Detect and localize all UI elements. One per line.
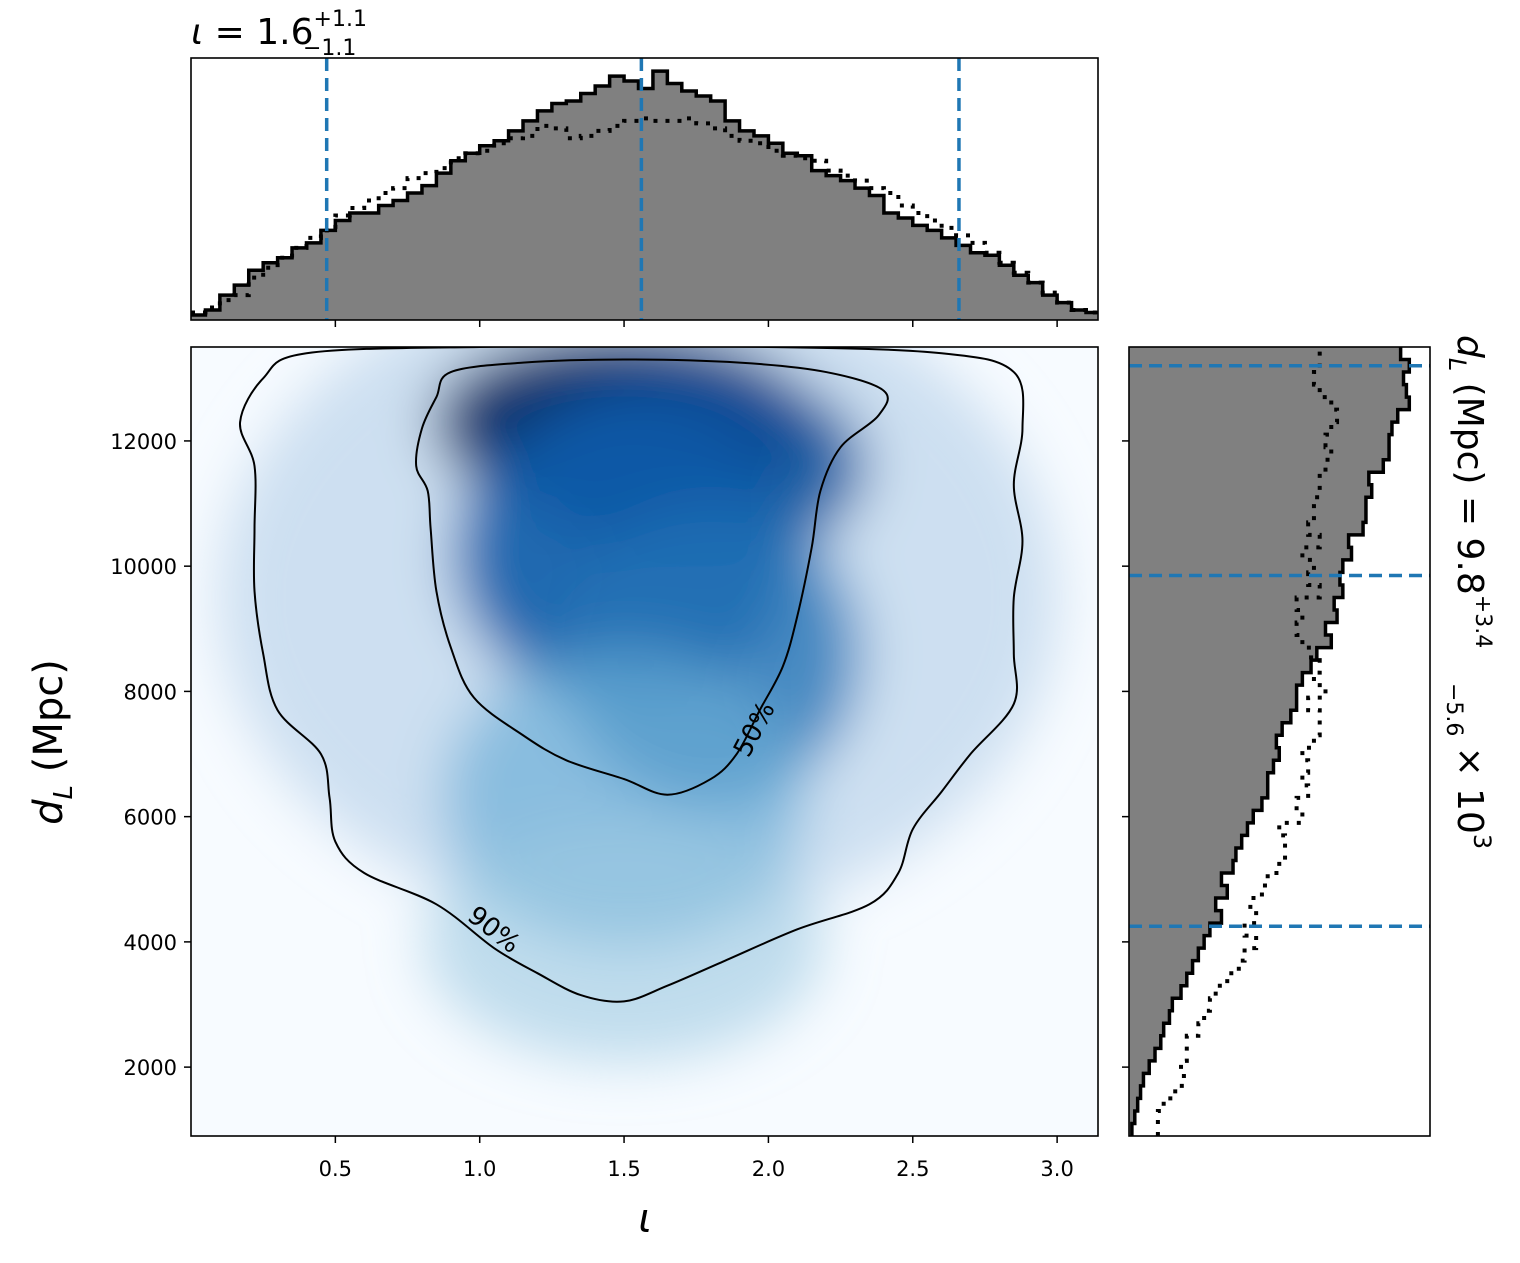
y-tick-label-4: 10000 [110, 555, 177, 579]
y-tick-label-0: 2000 [124, 1056, 177, 1080]
x-tick-label-4: 2.5 [896, 1157, 929, 1181]
main-panel-frame [190, 346, 1099, 1137]
density-heatmap [218, 347, 1059, 1062]
iota-title-param: ι [191, 12, 203, 53]
iota-posterior-fill [191, 71, 1098, 320]
svg-text:dL (Mpc): dL (Mpc) [26, 659, 79, 825]
main-y-ticks: 2000 4000 6000 8000 10000 12000 [110, 430, 191, 1080]
right-panel-frame [1128, 346, 1431, 1137]
main-x-ticks: 0.5 1.0 1.5 2.0 2.5 3.0 [319, 1136, 1074, 1181]
joint-density-panel: 0.5 1.0 1.5 2.0 2.5 3.0 2000 4000 6000 8000 10000… [26, 346, 1099, 1242]
credible-contours [239, 347, 1025, 1003]
x-tick-label-1: 1.0 [463, 1157, 496, 1181]
contour-50pct [415, 358, 889, 796]
right-panel-y-ticks [1122, 440, 1129, 1068]
dL-posterior-step-line [1130, 347, 1412, 1136]
y-tick-label-2: 6000 [124, 806, 177, 830]
x-axis-label: ι [638, 1196, 652, 1242]
density-peak-5 [424, 821, 825, 1062]
y-axis-label: dL (Mpc) [26, 659, 79, 825]
dL-title-median: 9.8 [1449, 538, 1490, 595]
x-tick-label-5: 3.0 [1040, 1157, 1073, 1181]
x-tick-label-2: 1.5 [607, 1157, 640, 1181]
svg-text:dL (Mpc) = 9.8+3.4−5.6 × 103: dL (Mpc) = 9.8+3.4−5.6 × 103 [1441, 335, 1496, 849]
iota-title-minus: −1.1 [303, 36, 356, 61]
y-tick-label-5: 12000 [110, 430, 177, 454]
dL-title-minus: −5.6 [1441, 683, 1466, 736]
dL-posterior-fill [1129, 347, 1410, 1136]
y-tick-label-1: 4000 [124, 931, 177, 955]
dL-title-exponent: 3 [1468, 834, 1496, 849]
top-panel-frame [190, 57, 1099, 321]
iota-summary-title: ι = 1.6+1.1 −1.1 [191, 7, 367, 61]
top-marginal-panel: ι = 1.6+1.1 −1.1 [190, 7, 1099, 327]
dL-summary-title: dL (Mpc) = 9.8+3.4−5.6 × 103 [1441, 335, 1496, 849]
top-panel-x-ticks [334, 320, 1058, 327]
iota-quantile-lines [324, 58, 961, 320]
dL-title-plus: +3.4 [1470, 595, 1495, 648]
y-tick-label-3: 8000 [124, 680, 177, 704]
iota-posterior-step-line [191, 69, 1098, 317]
iota-title-median: 1.6 [256, 12, 313, 53]
right-marginal-panel: dL (Mpc) = 9.8+3.4−5.6 × 103 [1122, 335, 1496, 1137]
dL-quantile-lines [1129, 364, 1430, 928]
x-tick-label-3: 2.0 [752, 1157, 785, 1181]
dL-title-scale: × 10 [1449, 746, 1490, 833]
iota-title-plus: +1.1 [314, 7, 367, 32]
x-tick-label-0: 0.5 [319, 1157, 352, 1181]
contour-90pct [239, 347, 1025, 1003]
